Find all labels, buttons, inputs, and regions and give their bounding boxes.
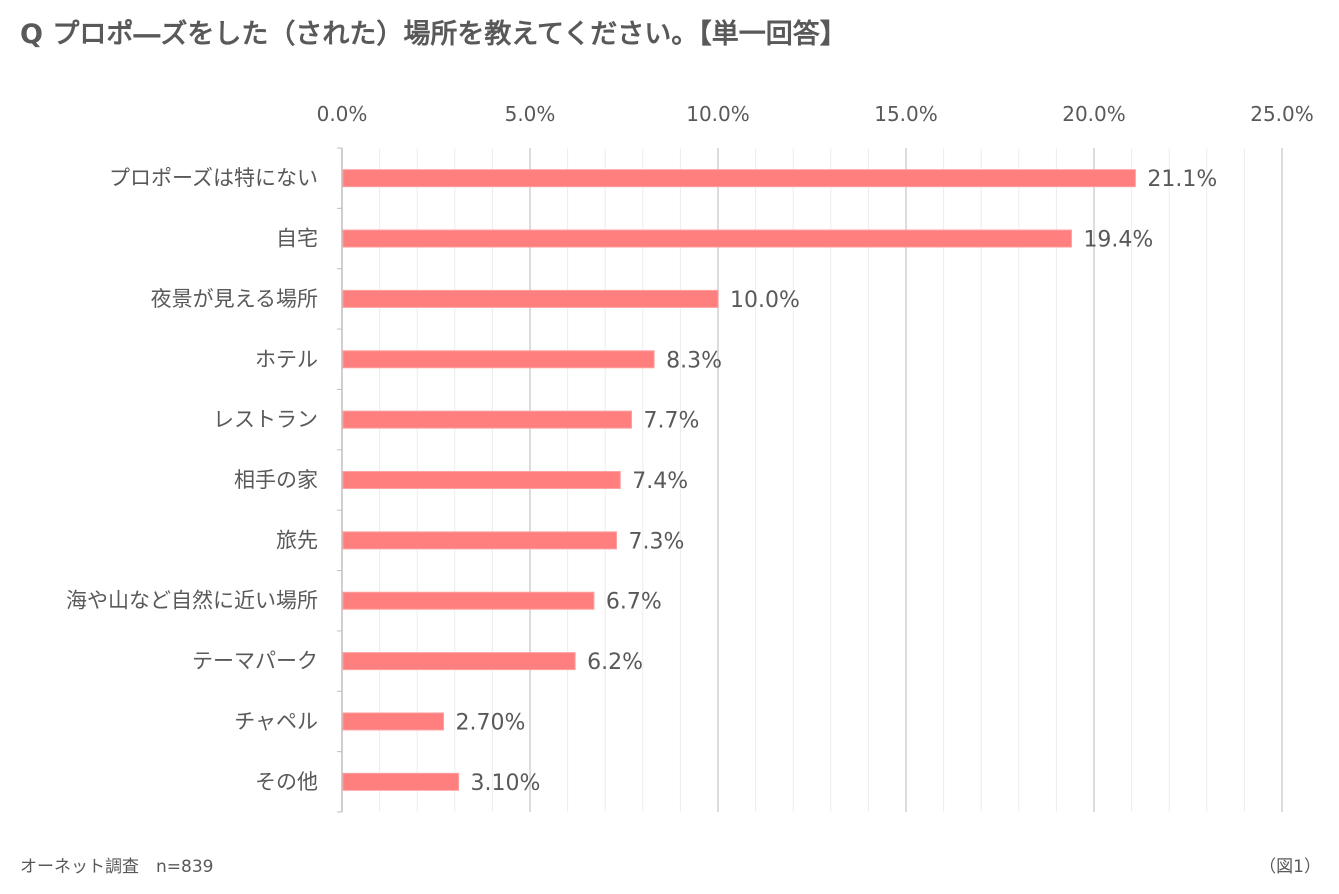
category-label: 自宅 xyxy=(276,227,318,251)
data-label: 7.4% xyxy=(632,469,688,494)
source-note: オーネット調査 n=839 xyxy=(20,857,214,877)
data-label: 3.10% xyxy=(471,771,541,796)
data-labels: 21.1% 19.4% 10.0% 8.3% 7.7% 7.4% 7.3% 6.7% 6.2% 2… xyxy=(456,167,1218,796)
bar xyxy=(342,531,617,550)
data-label: 2.70% xyxy=(456,710,526,735)
figure-label: （図1） xyxy=(1259,857,1321,877)
x-tick-label: 0.0% xyxy=(317,102,368,126)
bar xyxy=(342,289,719,308)
x-tick-label: 5.0% xyxy=(505,102,556,126)
data-label: 8.3% xyxy=(666,348,722,373)
data-label: 7.3% xyxy=(628,529,684,554)
category-label: テーマパーク xyxy=(192,649,318,673)
x-tick-label: 25.0% xyxy=(1250,102,1314,126)
category-label: ホテル xyxy=(255,347,318,371)
bar xyxy=(342,712,445,731)
category-labels: プロポーズは特にない自宅夜景が見える場所ホテルレストラン相手の家旅先海や山など自… xyxy=(66,166,318,794)
x-tick-label: 10.0% xyxy=(686,102,750,126)
data-label: 21.1% xyxy=(1147,167,1217,192)
category-label: 旅先 xyxy=(276,528,318,552)
bar xyxy=(342,772,460,791)
data-label: 7.7% xyxy=(644,409,700,434)
data-label: 6.2% xyxy=(587,650,643,675)
category-label: その他 xyxy=(255,770,318,794)
data-label: 10.0% xyxy=(730,288,800,313)
category-label: チャペル xyxy=(234,709,318,733)
bar xyxy=(342,169,1136,188)
x-tick-label: 15.0% xyxy=(874,102,938,126)
category-label: プロポーズは特にない xyxy=(109,166,318,190)
bar xyxy=(342,652,576,671)
category-label: 海や山など自然に近い場所 xyxy=(66,589,318,613)
category-label: 夜景が見える場所 xyxy=(151,287,318,311)
bar xyxy=(342,471,621,489)
category-label: レストラン xyxy=(213,408,318,432)
category-label: 相手の家 xyxy=(234,468,318,492)
chart-title: Q プロポ―ズをした（された）場所を教えてください。【単一回答】 xyxy=(20,19,847,50)
bar xyxy=(342,229,1072,248)
data-label: 19.4% xyxy=(1083,228,1153,253)
x-axis-tick-labels: 0.0% 5.0% 10.0% 15.0% 20.0% 25.0% xyxy=(317,102,1314,126)
bar xyxy=(342,591,595,610)
bar xyxy=(342,350,655,369)
data-label: 6.7% xyxy=(606,590,662,615)
bars xyxy=(342,169,1136,791)
bar xyxy=(342,410,633,429)
x-tick-label: 20.0% xyxy=(1062,102,1126,126)
gridlines xyxy=(337,147,1283,813)
